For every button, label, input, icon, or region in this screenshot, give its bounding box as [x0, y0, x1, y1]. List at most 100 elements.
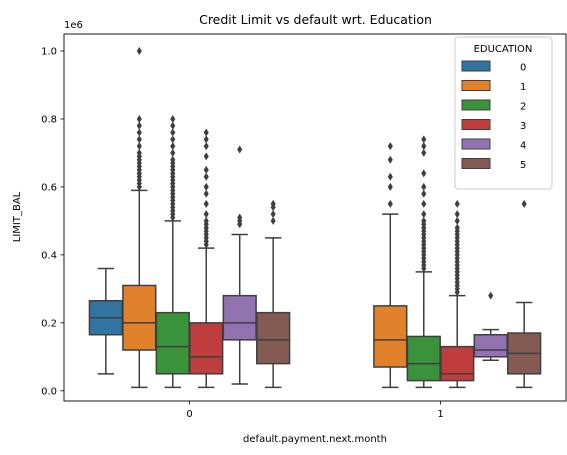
legend-item-5: 5	[461, 158, 526, 171]
outlier-point	[421, 135, 427, 144]
outlier-point	[203, 182, 209, 191]
legend-title: EDUCATION	[474, 44, 533, 55]
y-axis: 0.0 0.2 0.4 0.6 0.8 1.0	[41, 46, 64, 397]
outlier-point	[421, 169, 427, 178]
box-iqr	[122, 284, 157, 351]
outlier-point	[387, 155, 393, 164]
legend-label: 4	[520, 141, 526, 152]
y-tick-label: 0.4	[41, 250, 57, 261]
outlier-point	[203, 135, 209, 144]
x-axis-label: default.payment.next.month	[243, 434, 387, 445]
outlier-point	[170, 135, 176, 144]
legend-label: 3	[520, 121, 526, 132]
outlier-point	[421, 216, 427, 225]
outlier-point	[454, 199, 460, 208]
y-axis-offset-label: 1e6	[64, 20, 83, 31]
outlier-point	[421, 199, 427, 208]
box-iqr	[256, 311, 291, 365]
outlier-point	[170, 155, 176, 164]
legend-swatch	[461, 138, 491, 150]
outlier-point	[237, 213, 243, 222]
outlier-point	[136, 46, 142, 55]
y-tick-label: 0.8	[41, 114, 57, 125]
legend-swatch	[461, 99, 491, 111]
box-5-cat-0	[256, 199, 291, 389]
box-3-cat-0	[189, 128, 224, 389]
outlier-point	[488, 291, 494, 300]
outlier-point	[136, 114, 142, 123]
legend-label: 1	[520, 82, 526, 93]
box-0-cat-0	[88, 267, 123, 375]
outlier-point	[237, 145, 243, 154]
outlier-point	[270, 199, 276, 208]
outlier-point	[170, 148, 176, 157]
outlier-point	[270, 216, 276, 225]
outlier-point	[203, 216, 209, 225]
box-3-cat-1	[440, 199, 475, 389]
y-tick-label: 0.0	[41, 386, 57, 397]
y-tick-label: 0.6	[41, 182, 57, 193]
legend-item-1: 1	[461, 80, 526, 93]
legend-item-3: 3	[461, 119, 526, 132]
legend-item-4: 4	[461, 138, 526, 152]
outlier-point	[421, 142, 427, 151]
outlier-point	[203, 210, 209, 219]
box-2-cat-0	[155, 114, 190, 389]
outlier-point	[136, 142, 142, 151]
outlier-point	[136, 148, 142, 157]
box-4-cat-0	[222, 145, 257, 385]
outlier-point	[170, 142, 176, 151]
outlier-point	[203, 142, 209, 151]
y-tick-label: 0.2	[41, 318, 57, 329]
outlier-point	[421, 182, 427, 191]
outlier-point	[170, 114, 176, 123]
axes-frame	[63, 33, 567, 402]
box-iqr	[406, 335, 441, 382]
outlier-point	[387, 142, 393, 151]
box-iqr	[189, 322, 224, 375]
outlier-point	[454, 216, 460, 225]
outlier-point	[521, 199, 527, 208]
outlier-point	[387, 182, 393, 191]
outlier-point	[387, 172, 393, 181]
box-1-cat-1	[373, 142, 408, 389]
legend-swatch	[461, 80, 491, 91]
box-iqr	[155, 311, 190, 375]
plot-area	[88, 46, 542, 389]
outlier-point	[203, 152, 209, 161]
outlier-point	[203, 199, 209, 208]
legend-label: 5	[520, 160, 526, 171]
box-2-cat-1	[406, 135, 441, 389]
legend-swatch	[461, 119, 491, 130]
outlier-point	[203, 128, 209, 137]
outlier-point	[203, 165, 209, 174]
outlier-point	[421, 189, 427, 198]
outlier-point	[170, 128, 176, 137]
outlier-point	[203, 172, 209, 181]
outlier-point	[421, 210, 427, 219]
y-axis-label: LIMIT_BAL	[12, 191, 23, 242]
box-4-cat-1	[473, 291, 508, 361]
x-tick-label: 1	[437, 409, 443, 420]
legend-item-2: 2	[461, 99, 526, 113]
outlier-point	[270, 210, 276, 219]
outlier-point	[136, 121, 142, 130]
outlier-point	[387, 199, 393, 208]
outlier-point	[170, 121, 176, 130]
legend-label: 0	[520, 63, 526, 74]
box-iqr	[440, 345, 475, 382]
box-iqr	[373, 305, 408, 368]
legend-item-0: 0	[461, 60, 526, 74]
legend-swatch	[461, 158, 491, 169]
legend-frame	[454, 36, 553, 190]
y-tick-label: 1.0	[41, 46, 57, 57]
outlier-point	[454, 210, 460, 219]
x-tick-label: 0	[186, 409, 192, 420]
box-iqr	[222, 294, 257, 341]
legend: EDUCATION 0 1 2 3 4 5	[454, 36, 553, 190]
outlier-point	[203, 189, 209, 198]
box-5-cat-1	[507, 199, 542, 389]
box-iqr	[473, 333, 508, 358]
outlier-point	[136, 135, 142, 144]
